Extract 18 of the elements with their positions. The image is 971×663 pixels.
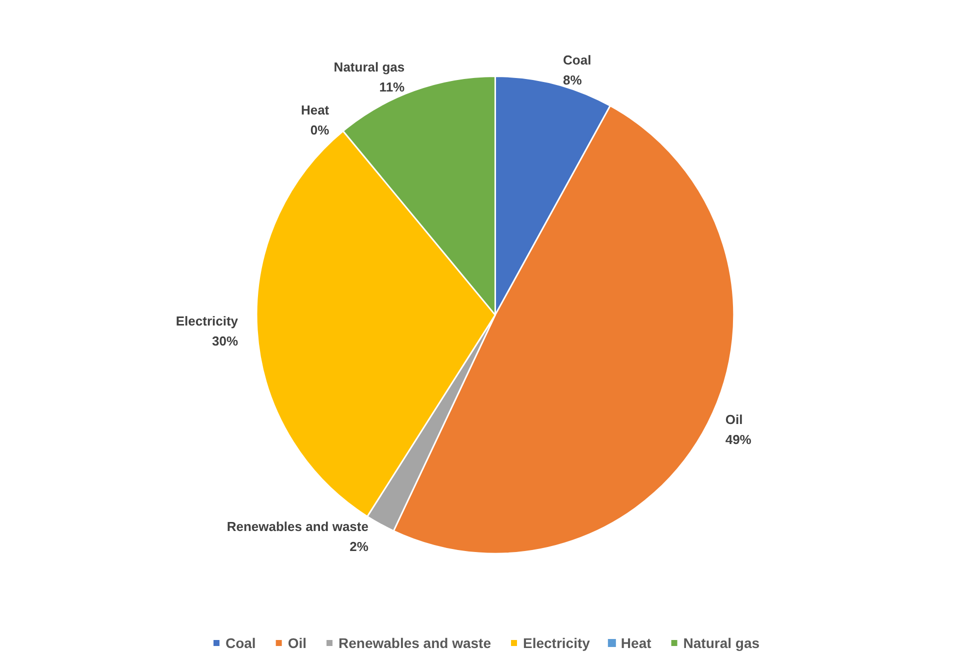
slice-label: Oil [725, 412, 743, 428]
text: 0% [310, 122, 330, 138]
legend-label: Renewables and waste [338, 635, 492, 651]
legend-label: Heat [620, 635, 652, 651]
category-label: Heat [300, 102, 330, 118]
legend-label: Natural gas [683, 635, 760, 651]
slice-label: Electricity [176, 313, 239, 328]
data-label: 8% [563, 72, 582, 88]
slice-label: Coal [563, 52, 592, 68]
slice-label: Natural gas [334, 60, 405, 75]
slice-label: Renewables and waste [226, 518, 368, 534]
data-label: 49% [725, 432, 752, 448]
legend-label: Coal [225, 635, 256, 651]
data-label: 2% [350, 538, 369, 554]
legend-label: Electricity [522, 635, 590, 651]
data-label: 11% [379, 80, 406, 95]
data-label: 30% [212, 333, 238, 348]
legend-label: Oil [288, 635, 306, 651]
